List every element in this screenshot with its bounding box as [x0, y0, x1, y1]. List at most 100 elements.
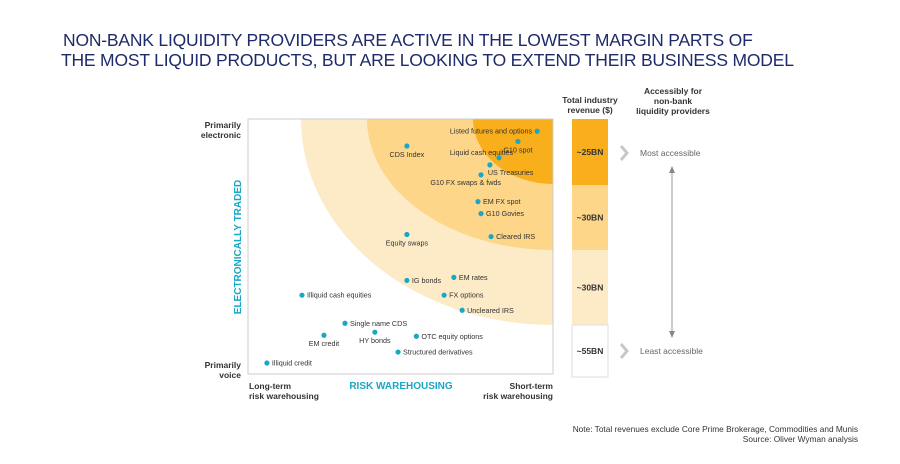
revenue-header-2: revenue ($) [567, 105, 613, 115]
revenue-segment-fill [572, 250, 608, 325]
revenue-segment: ~30BN [572, 250, 608, 325]
data-point: Cleared IRS [488, 232, 535, 241]
point-marker [413, 333, 419, 339]
revenue-segment-label: ~30BN [577, 213, 604, 223]
data-point: Structured derivatives [395, 348, 473, 357]
point-marker [299, 292, 305, 298]
data-point: OTC equity options [413, 332, 483, 341]
point-marker [488, 233, 494, 240]
y-low-label-1: Primarily [205, 360, 242, 370]
chevron-right-icon [619, 343, 629, 359]
x-axis-title: RISK WAREHOUSING [349, 381, 453, 392]
revenue-segment: ~55BN [571, 324, 609, 378]
point-label: OTC equity options [421, 332, 483, 341]
data-point: EM rates [451, 273, 488, 282]
point-label: EM rates [459, 273, 488, 282]
x-low-label-2: risk warehousing [249, 391, 319, 401]
revenue-column: ~25BN ~30BN ~30BN ~55BN [571, 119, 609, 378]
y-high-label-1: Primarily [205, 120, 242, 130]
title-line-2: THE MOST LIQUID PRODUCTS, BUT ARE LOOKIN… [61, 50, 794, 70]
y-high-label-2: electronic [201, 130, 241, 140]
point-label: CDS Index [390, 150, 425, 159]
point-label: Single name CDS [350, 319, 407, 328]
data-point: Uncleared IRS [459, 306, 514, 315]
data-point: EM credit [309, 332, 339, 348]
point-label: HY bonds [359, 336, 391, 345]
point-marker [372, 329, 378, 335]
plot-frame [247, 118, 554, 375]
point-marker [534, 128, 540, 134]
point-label: IG bonds [412, 276, 442, 285]
data-point: G10 spot [503, 138, 533, 154]
point-label: G10 FX swaps & fwds [430, 178, 501, 187]
point-label: Uncleared IRS [467, 306, 514, 315]
arrow-up-icon [669, 166, 675, 173]
revenue-segment-fill [572, 185, 608, 250]
y-axis-title: ELECTRONICALLY TRADED [233, 180, 244, 314]
source-text: Source: Oliver Wyman analysis [742, 434, 858, 444]
revenue-header-1: Total industry [562, 95, 618, 105]
data-point: US Treasuries [487, 162, 534, 177]
point-marker [342, 320, 348, 326]
point-label: Liquid cash equities [450, 148, 514, 157]
note-text: Note: Total revenues exclude Core Prime … [572, 424, 858, 434]
point-marker [459, 307, 465, 313]
data-point: Illiquid cash equities [299, 291, 372, 300]
point-label: Listed futures and options [450, 127, 533, 136]
revenue-segment-fill [572, 119, 608, 185]
revenue-segment-label: ~55BN [577, 346, 604, 356]
point-marker [475, 199, 481, 205]
zone-inner [473, 119, 553, 184]
data-point: FX options [441, 291, 484, 300]
point-label: G10 Govies [486, 209, 524, 218]
data-point: Liquid cash equities [450, 148, 514, 161]
point-marker [321, 332, 327, 338]
footer-note: Note: Total revenues exclude Core Prime … [573, 424, 858, 444]
revenue-segment: ~30BN [572, 185, 608, 250]
chevron-right-icon [619, 145, 629, 161]
y-low-label-2: voice [219, 370, 241, 380]
revenue-segment-fill [571, 324, 609, 378]
point-marker [404, 143, 410, 149]
data-points: Listed futures and options G10 spot CDS In… [264, 127, 540, 368]
data-point: Equity swaps [386, 231, 429, 248]
point-marker [451, 274, 457, 280]
data-point: CDS Index [390, 143, 425, 159]
least-accessible-label: Least accessible [640, 346, 703, 356]
x-high-label-2: risk warehousing [483, 391, 553, 401]
point-marker [395, 349, 401, 355]
point-marker [404, 231, 410, 238]
data-point: G10 Govies [478, 209, 524, 218]
revenue-segment-label: ~30BN [577, 283, 604, 293]
point-marker [264, 360, 270, 366]
point-label: G10 spot [503, 145, 532, 154]
point-label: EM FX spot [483, 197, 521, 206]
point-marker [478, 172, 484, 178]
point-marker [496, 155, 502, 161]
point-label: US Treasuries [488, 168, 534, 177]
access-header-3: liquidity providers [636, 106, 710, 116]
point-marker [487, 162, 493, 168]
data-point: EM FX spot [475, 197, 521, 206]
data-point: Illiquid credit [264, 359, 312, 368]
data-point: G10 FX swaps & fwds [430, 172, 501, 187]
data-point: IG bonds [404, 276, 441, 285]
revenue-segment-label: ~25BN [577, 147, 604, 157]
point-label: EM credit [309, 339, 339, 348]
arrow-down-icon [669, 331, 675, 338]
point-label: Structured derivatives [403, 348, 473, 357]
point-marker [404, 277, 410, 284]
point-label: Cleared IRS [496, 232, 535, 241]
point-label: Equity swaps [386, 239, 429, 248]
data-point: HY bonds [359, 329, 391, 345]
most-accessible-label: Most accessible [640, 148, 701, 158]
data-point: Single name CDS [342, 319, 407, 328]
access-header-2: non-bank [654, 96, 693, 106]
page-title: NON-BANK LIQUIDITY PROVIDERS ARE ACTIVE … [61, 30, 843, 70]
zones [301, 119, 553, 325]
point-marker [441, 292, 447, 298]
point-label: Illiquid credit [272, 359, 312, 368]
x-low-label-1: Long-term [249, 381, 291, 391]
point-marker [515, 138, 521, 145]
